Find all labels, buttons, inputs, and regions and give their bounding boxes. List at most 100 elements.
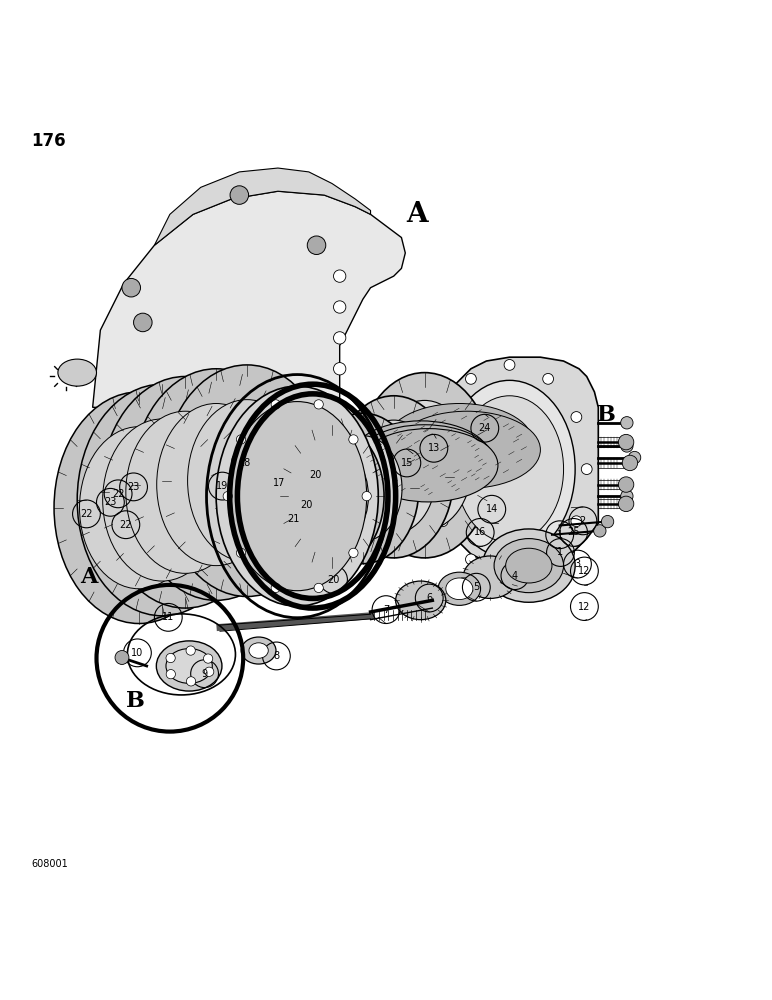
Text: 4: 4 — [512, 571, 518, 581]
Circle shape — [504, 359, 515, 370]
Text: 12: 12 — [578, 566, 591, 576]
Text: 23: 23 — [127, 482, 140, 492]
Text: 22: 22 — [120, 520, 132, 530]
Circle shape — [594, 525, 606, 537]
Circle shape — [186, 677, 195, 686]
Circle shape — [334, 301, 346, 313]
Circle shape — [314, 583, 323, 593]
Circle shape — [621, 440, 633, 452]
Ellipse shape — [394, 411, 540, 488]
Circle shape — [543, 373, 554, 384]
Circle shape — [618, 434, 634, 450]
Text: 11: 11 — [162, 612, 174, 622]
Text: 13: 13 — [428, 443, 440, 453]
Text: 3: 3 — [574, 559, 581, 569]
Ellipse shape — [323, 436, 402, 541]
Text: 20: 20 — [327, 575, 340, 585]
Circle shape — [334, 270, 346, 282]
Ellipse shape — [359, 429, 498, 502]
Text: 9: 9 — [201, 669, 208, 679]
Circle shape — [349, 435, 358, 444]
Ellipse shape — [156, 641, 222, 691]
Ellipse shape — [444, 380, 575, 558]
Circle shape — [134, 313, 152, 332]
Circle shape — [349, 548, 358, 557]
Text: 18: 18 — [239, 458, 252, 468]
Ellipse shape — [58, 359, 96, 386]
Circle shape — [205, 667, 214, 676]
Ellipse shape — [357, 373, 493, 558]
Circle shape — [362, 492, 371, 501]
Text: 1: 1 — [557, 530, 563, 540]
Circle shape — [621, 490, 633, 502]
Circle shape — [543, 554, 554, 565]
Ellipse shape — [352, 420, 435, 534]
Text: 10: 10 — [131, 648, 144, 658]
Ellipse shape — [131, 369, 301, 600]
Ellipse shape — [103, 419, 222, 581]
Polygon shape — [154, 168, 371, 245]
Ellipse shape — [438, 572, 480, 605]
Circle shape — [571, 516, 582, 527]
Polygon shape — [93, 191, 405, 427]
Text: B: B — [126, 690, 144, 712]
Text: 12: 12 — [578, 602, 591, 612]
Text: 21: 21 — [287, 514, 300, 524]
Circle shape — [504, 568, 515, 579]
Text: 17: 17 — [273, 478, 286, 488]
Ellipse shape — [100, 376, 270, 608]
Text: 8: 8 — [273, 651, 279, 661]
Text: 14: 14 — [486, 504, 498, 514]
Text: 16: 16 — [474, 527, 486, 537]
Text: 1: 1 — [557, 547, 564, 557]
Text: 22: 22 — [80, 509, 93, 519]
Ellipse shape — [80, 427, 198, 589]
Ellipse shape — [355, 425, 494, 498]
Text: B: B — [597, 404, 615, 426]
Circle shape — [236, 548, 245, 557]
Circle shape — [427, 464, 438, 475]
Ellipse shape — [455, 396, 564, 542]
Circle shape — [618, 496, 634, 512]
Ellipse shape — [506, 548, 552, 583]
Ellipse shape — [216, 386, 378, 606]
Text: 176: 176 — [31, 132, 66, 150]
Text: A: A — [80, 566, 97, 588]
Ellipse shape — [188, 400, 306, 562]
Circle shape — [437, 412, 448, 422]
Text: 608001: 608001 — [31, 859, 68, 869]
Polygon shape — [448, 357, 598, 566]
Ellipse shape — [494, 539, 564, 593]
Circle shape — [314, 400, 323, 409]
Circle shape — [581, 464, 592, 475]
Text: 25: 25 — [567, 527, 580, 537]
Circle shape — [466, 373, 476, 384]
Text: 23: 23 — [104, 497, 117, 507]
Ellipse shape — [351, 421, 490, 494]
Circle shape — [223, 492, 232, 501]
Circle shape — [618, 477, 634, 492]
Ellipse shape — [126, 411, 245, 573]
Ellipse shape — [463, 556, 517, 598]
Text: 19: 19 — [216, 481, 229, 491]
Circle shape — [271, 583, 280, 593]
Ellipse shape — [157, 404, 276, 566]
Text: 15: 15 — [401, 458, 413, 468]
Circle shape — [307, 236, 326, 255]
Ellipse shape — [386, 403, 533, 481]
Text: 6: 6 — [426, 593, 432, 603]
Circle shape — [601, 515, 614, 528]
Text: 24: 24 — [479, 423, 491, 433]
Ellipse shape — [249, 643, 269, 658]
Circle shape — [186, 646, 195, 655]
Circle shape — [628, 451, 641, 464]
Ellipse shape — [77, 384, 247, 616]
Ellipse shape — [54, 392, 224, 624]
Text: 20: 20 — [300, 500, 313, 510]
Circle shape — [437, 516, 448, 527]
Text: 22: 22 — [112, 489, 124, 499]
Ellipse shape — [395, 581, 445, 620]
Text: 5: 5 — [473, 582, 479, 592]
Circle shape — [621, 417, 633, 429]
Ellipse shape — [445, 578, 472, 600]
